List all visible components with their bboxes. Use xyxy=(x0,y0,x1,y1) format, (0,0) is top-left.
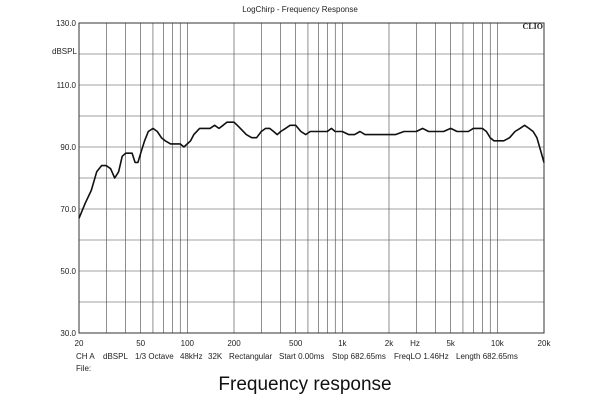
clio-brand: CLIO xyxy=(523,22,543,31)
x-tick-label: 500 xyxy=(289,339,303,348)
info-length: Length 682.65ms xyxy=(456,352,518,361)
info-ch: CH A xyxy=(76,352,95,361)
y-tick-label: 70.0 xyxy=(60,205,76,214)
y-tick-label: 110.0 xyxy=(57,81,77,90)
figure-caption: Frequency response xyxy=(218,374,392,395)
y-tick-labels: 130.0 110.0 90.0 70.0 50.0 30.0 xyxy=(56,19,77,338)
plot-frame xyxy=(78,22,545,334)
info-start: Start 0.00ms xyxy=(279,352,325,361)
y-tick-label: 30.0 xyxy=(60,329,76,338)
x-tick-label: 50 xyxy=(136,339,145,348)
y-axis-label: dBSPL xyxy=(52,47,77,56)
x-tick-labels: 20 50 100 200 500 1k 2k 5k 10k 20k xyxy=(75,339,552,348)
info-file: File: xyxy=(76,364,92,373)
y-tick-label: 130.0 xyxy=(56,19,77,28)
x-tick-label: 100 xyxy=(181,339,195,348)
x-tick-label: 20 xyxy=(75,339,84,348)
y-tick-label: 90.0 xyxy=(60,143,76,152)
y-tick-label: 50.0 xyxy=(60,267,76,276)
x-tick-label: 200 xyxy=(227,339,241,348)
x-tick-label: 10k xyxy=(491,339,505,348)
x-tick-label: 2k xyxy=(385,339,394,348)
response-curve xyxy=(78,121,545,219)
info-stop: Stop 682.65ms xyxy=(332,352,386,361)
info-smoothing: 1/3 Octave xyxy=(135,352,174,361)
chart-title: LogChirp - Frequency Response xyxy=(242,5,358,14)
info-unit: dBSPL xyxy=(103,352,128,361)
info-size: 32K xyxy=(208,352,223,361)
x-tick-label: 1k xyxy=(338,339,347,348)
x-unit-label: Hz xyxy=(410,339,420,348)
grid xyxy=(78,22,545,334)
info-window: Rectangular xyxy=(229,352,273,361)
info-freqlo: FreqLO 1.46Hz xyxy=(394,352,449,361)
x-tick-label: 20k xyxy=(538,339,552,348)
x-tick-label: 5k xyxy=(446,339,455,348)
info-rate: 48kHz xyxy=(180,352,203,361)
